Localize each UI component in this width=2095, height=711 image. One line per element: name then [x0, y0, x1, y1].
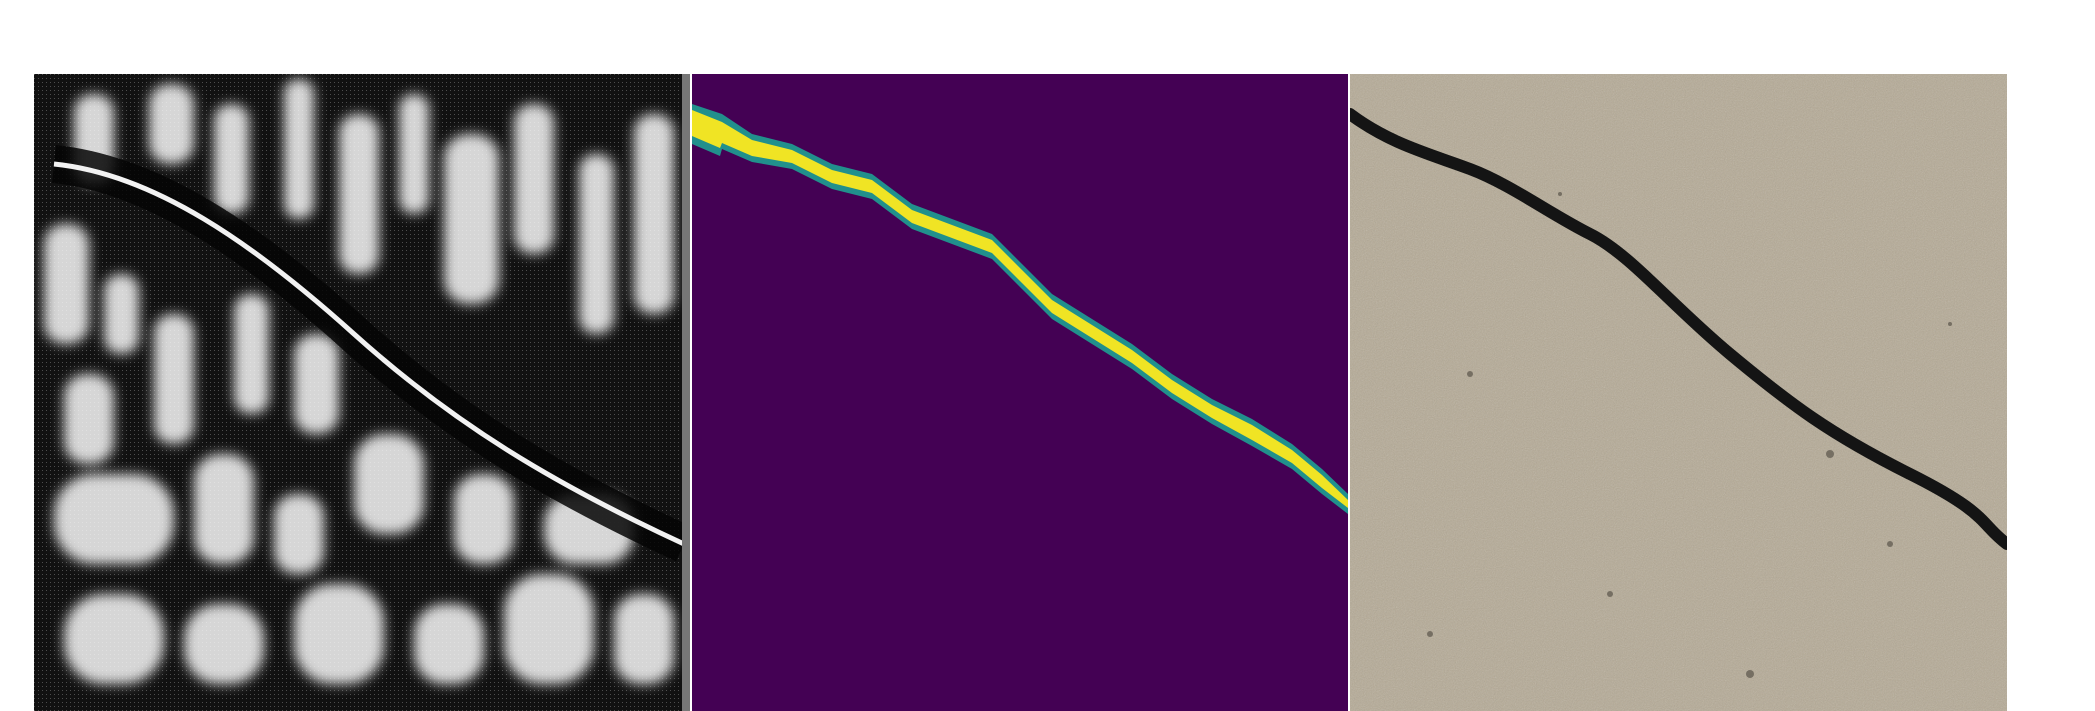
saliency-map-panel [34, 74, 690, 711]
concrete-photo-panel [1350, 74, 2007, 711]
segmentation-mask-image [692, 74, 1348, 711]
segmentation-mask-panel [692, 74, 1348, 711]
saliency-map-image [34, 74, 690, 711]
concrete-photo-image [1350, 74, 2007, 711]
